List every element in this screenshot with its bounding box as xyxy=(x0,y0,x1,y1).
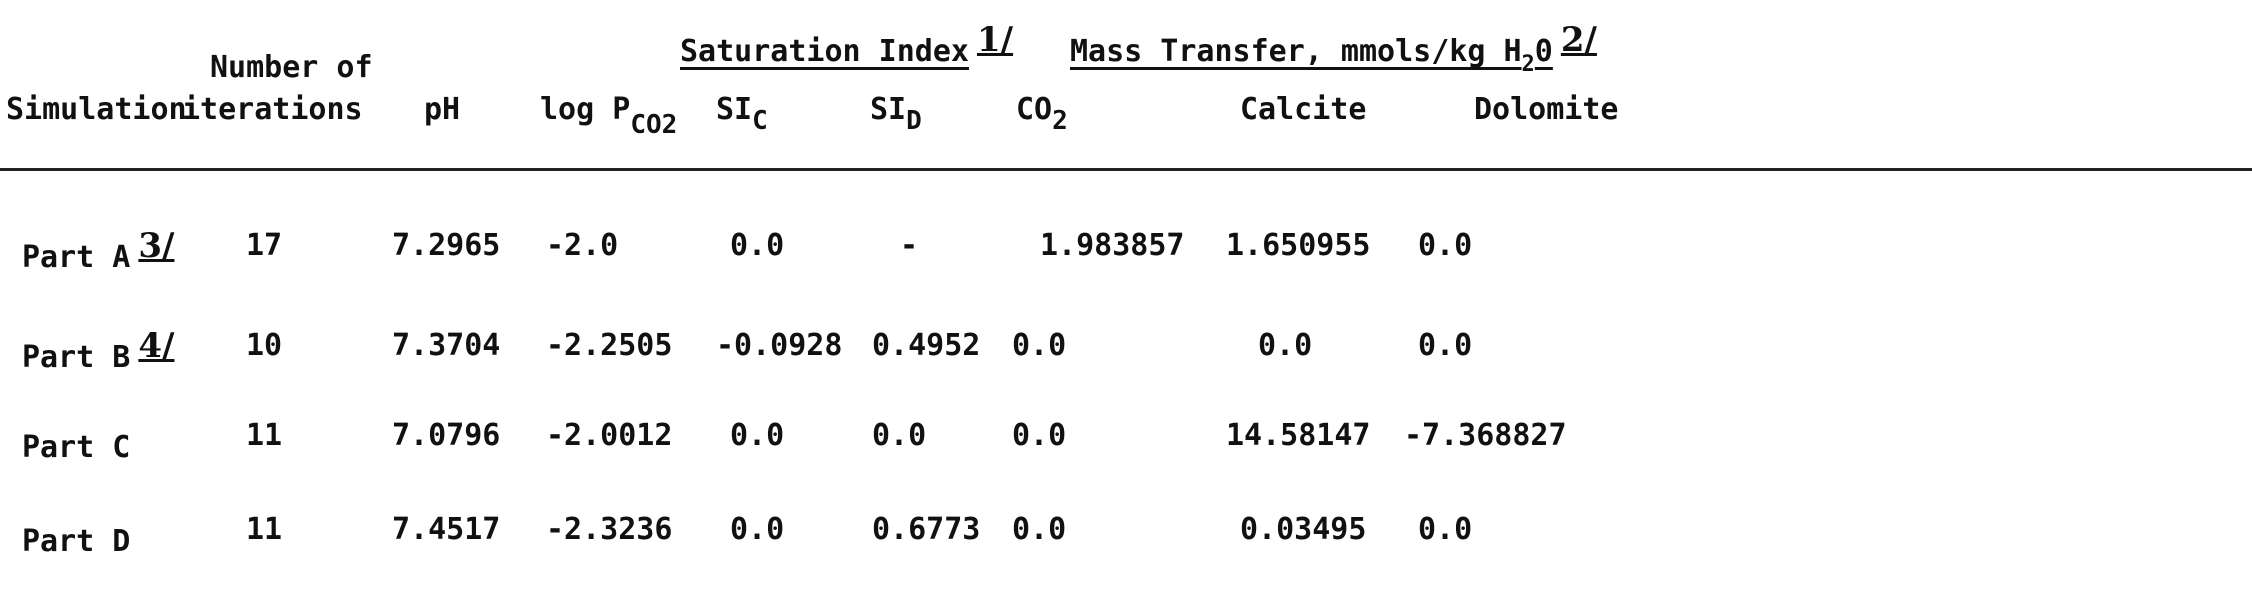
cell-co2: 1.983857 xyxy=(1040,228,1185,263)
col-header-sid: SID xyxy=(870,92,922,136)
col-header-sic: SIC xyxy=(716,92,768,136)
cell-sid: 0.4952 xyxy=(872,328,981,363)
cell-sid: - xyxy=(900,228,919,263)
cell-sic: 0.0 xyxy=(730,512,785,547)
header-rule xyxy=(0,168,2252,171)
cell-calcite: 0.03495 xyxy=(1240,512,1367,547)
cell-simulation: Part A 3/ xyxy=(22,226,175,275)
cell-co2: 0.0 xyxy=(1012,418,1067,453)
cell-calcite: 0.0 xyxy=(1258,328,1313,363)
cell-simulation: Part D xyxy=(22,524,131,559)
cell-iterations: 11 xyxy=(246,418,283,453)
cell-simulation: Part C xyxy=(22,430,131,465)
cell-log-pco2: -2.3236 xyxy=(546,512,673,547)
col-header-dolomite: Dolomite xyxy=(1474,92,1619,127)
cell-iterations: 11 xyxy=(246,512,283,547)
cell-sid: 0.6773 xyxy=(872,512,981,547)
cell-ph: 7.0796 xyxy=(392,418,501,453)
col-header-iterations-line1: Number of xyxy=(210,50,373,85)
cell-sic: -0.0928 xyxy=(716,328,843,363)
cell-log-pco2: -2.2505 xyxy=(546,328,673,363)
cell-iterations: 17 xyxy=(246,228,283,263)
cell-iterations: 10 xyxy=(246,328,283,363)
col-header-co2: CO2 xyxy=(1016,92,1068,136)
col-header-log-pco2: log PCO2 xyxy=(540,92,678,140)
cell-dolomite: 0.0 xyxy=(1418,328,1473,363)
cell-ph: 7.3704 xyxy=(392,328,501,363)
cell-dolomite: 0.0 xyxy=(1418,512,1473,547)
cell-simulation: Part B 4/ xyxy=(22,326,175,375)
mass-transfer-footnote: 2/ xyxy=(1560,20,1597,60)
cell-calcite: 1.650955 xyxy=(1226,228,1371,263)
mass-transfer-header: Mass Transfer, mmols/kg H20 2/ xyxy=(1070,22,1597,83)
cell-calcite: 14.58147 xyxy=(1226,418,1371,453)
cell-dolomite: -7.368827 xyxy=(1404,418,1567,453)
cell-sic: 0.0 xyxy=(730,228,785,263)
col-header-iterations-line2: iterations xyxy=(182,92,363,127)
col-header-ph: pH xyxy=(424,92,461,127)
cell-log-pco2: -2.0 xyxy=(546,228,619,263)
cell-sic: 0.0 xyxy=(730,418,785,453)
row-footnote: 3/ xyxy=(138,226,175,266)
col-header-calcite: Calcite xyxy=(1240,92,1367,127)
cell-sid: 0.0 xyxy=(872,418,927,453)
saturation-index-label: Saturation Index xyxy=(680,34,969,69)
saturation-index-header: Saturation Index 1/ xyxy=(680,22,1013,70)
row-footnote: 4/ xyxy=(138,326,175,366)
cell-ph: 7.2965 xyxy=(392,228,501,263)
cell-co2: 0.0 xyxy=(1012,512,1067,547)
cell-dolomite: 0.0 xyxy=(1418,228,1473,263)
cell-log-pco2: -2.0012 xyxy=(546,418,673,453)
cell-ph: 7.4517 xyxy=(392,512,501,547)
col-header-simulation: Simulation xyxy=(6,92,187,127)
saturation-index-footnote: 1/ xyxy=(976,20,1014,60)
mass-transfer-label: Mass Transfer, mmols/kg H20 xyxy=(1070,34,1553,77)
cell-co2: 0.0 xyxy=(1012,328,1067,363)
